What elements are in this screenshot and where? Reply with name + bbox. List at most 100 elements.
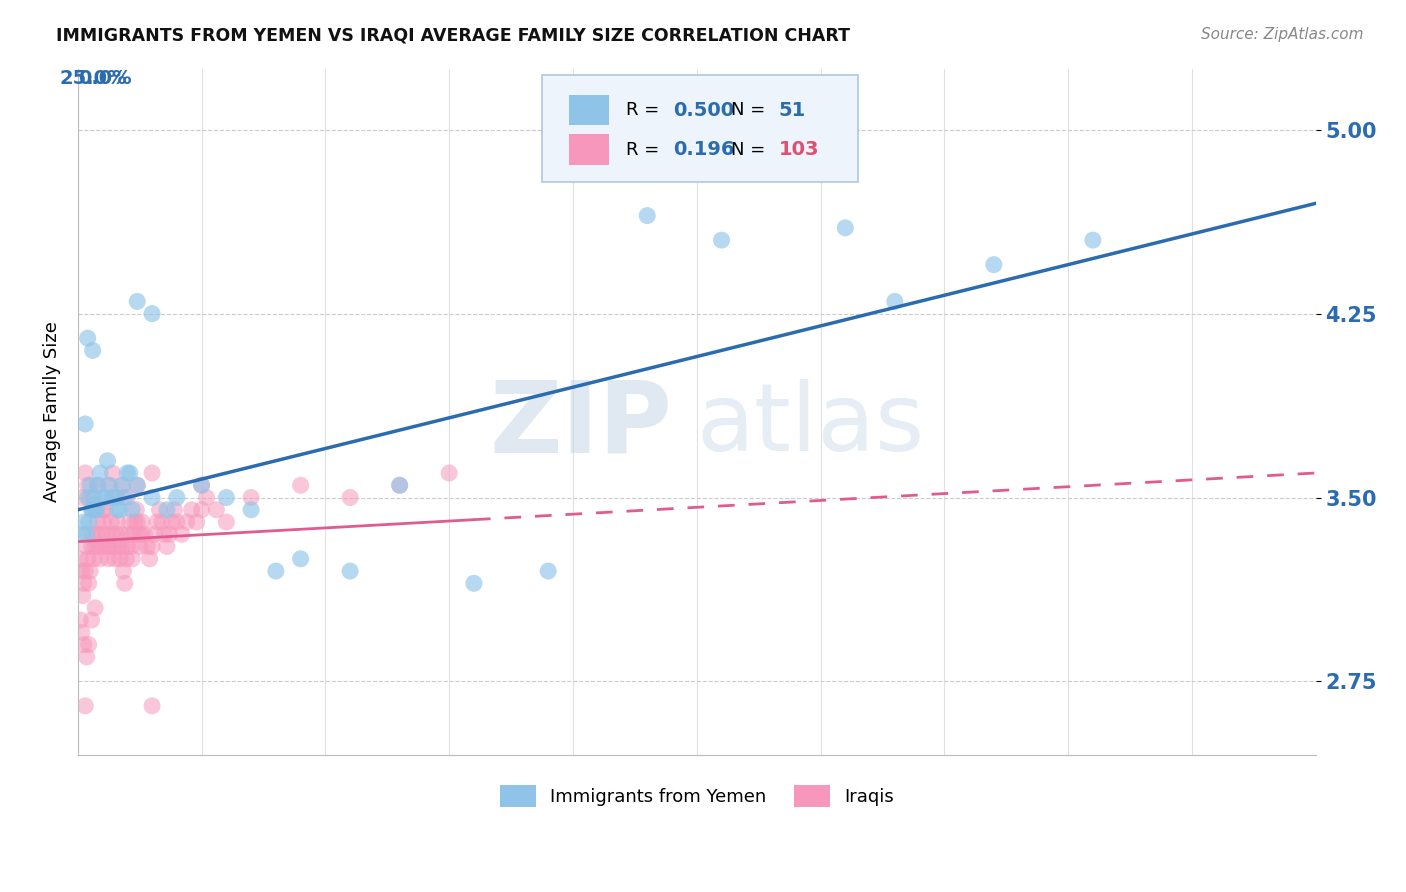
- Point: [141, 540, 163, 554]
- Text: ZIP: ZIP: [489, 377, 672, 474]
- Point: [240, 502, 263, 516]
- Text: 25.0%: 25.0%: [60, 69, 128, 87]
- Point: [72, 589, 94, 603]
- Bar: [569, 95, 609, 126]
- Point: [176, 515, 198, 529]
- Point: [83, 491, 105, 505]
- Point: [883, 294, 905, 309]
- Point: [114, 491, 136, 505]
- Point: [117, 491, 139, 505]
- Point: [104, 551, 127, 566]
- Point: [108, 551, 131, 566]
- Point: [77, 638, 100, 652]
- Bar: [569, 135, 609, 165]
- Point: [73, 515, 96, 529]
- Point: [107, 540, 129, 554]
- Point: [710, 233, 733, 247]
- Point: [96, 527, 118, 541]
- Point: [117, 466, 139, 480]
- Point: [80, 613, 103, 627]
- Point: [105, 502, 128, 516]
- Point: [150, 515, 173, 529]
- Point: [84, 502, 107, 516]
- Point: [122, 527, 145, 541]
- Point: [105, 491, 128, 505]
- Point: [77, 576, 100, 591]
- Point: [834, 220, 856, 235]
- Point: [124, 515, 146, 529]
- Point: [114, 576, 136, 591]
- Point: [190, 478, 212, 492]
- Point: [134, 527, 156, 541]
- Point: [86, 502, 108, 516]
- Text: 0.196: 0.196: [673, 140, 735, 159]
- Point: [104, 491, 127, 505]
- Point: [96, 478, 118, 492]
- Point: [111, 478, 134, 492]
- Point: [86, 478, 108, 492]
- Text: R =: R =: [626, 141, 659, 159]
- Point: [75, 466, 97, 480]
- Point: [388, 478, 411, 492]
- Point: [156, 540, 179, 554]
- Point: [153, 527, 176, 541]
- Point: [118, 515, 141, 529]
- Y-axis label: Average Family Size: Average Family Size: [44, 321, 60, 502]
- Text: IMMIGRANTS FROM YEMEN VS IRAQI AVERAGE FAMILY SIZE CORRELATION CHART: IMMIGRANTS FROM YEMEN VS IRAQI AVERAGE F…: [56, 27, 851, 45]
- Point: [86, 527, 108, 541]
- Point: [170, 527, 193, 541]
- Point: [215, 491, 238, 505]
- Point: [127, 527, 149, 541]
- Point: [75, 698, 97, 713]
- Point: [96, 454, 118, 468]
- Point: [190, 478, 212, 492]
- Point: [75, 564, 97, 578]
- Point: [983, 258, 1005, 272]
- Point: [90, 527, 112, 541]
- Point: [103, 540, 125, 554]
- Point: [117, 527, 139, 541]
- Point: [100, 515, 122, 529]
- Text: N =: N =: [731, 141, 766, 159]
- Point: [91, 491, 114, 505]
- Point: [127, 478, 149, 492]
- Point: [101, 466, 124, 480]
- Point: [76, 491, 98, 505]
- Point: [84, 600, 107, 615]
- Point: [118, 466, 141, 480]
- Point: [98, 540, 121, 554]
- Point: [82, 502, 104, 516]
- Point: [141, 307, 163, 321]
- Point: [121, 502, 143, 516]
- Point: [186, 515, 208, 529]
- Text: 51: 51: [779, 101, 806, 120]
- Point: [108, 502, 131, 516]
- Point: [77, 515, 100, 529]
- Point: [156, 502, 179, 516]
- Point: [82, 527, 104, 541]
- Point: [73, 638, 96, 652]
- Point: [70, 625, 93, 640]
- Point: [127, 294, 149, 309]
- Point: [636, 209, 658, 223]
- Point: [110, 527, 132, 541]
- Text: Source: ZipAtlas.com: Source: ZipAtlas.com: [1201, 27, 1364, 42]
- Point: [339, 564, 361, 578]
- Point: [339, 491, 361, 505]
- Point: [290, 551, 312, 566]
- Point: [127, 515, 149, 529]
- Point: [136, 540, 159, 554]
- Point: [101, 491, 124, 505]
- Point: [115, 551, 138, 566]
- Point: [264, 564, 287, 578]
- Point: [141, 466, 163, 480]
- Point: [83, 551, 105, 566]
- Point: [73, 576, 96, 591]
- Point: [91, 540, 114, 554]
- Point: [69, 613, 91, 627]
- Point: [91, 502, 114, 516]
- Point: [79, 491, 101, 505]
- Point: [84, 540, 107, 554]
- Point: [240, 491, 263, 505]
- Point: [79, 564, 101, 578]
